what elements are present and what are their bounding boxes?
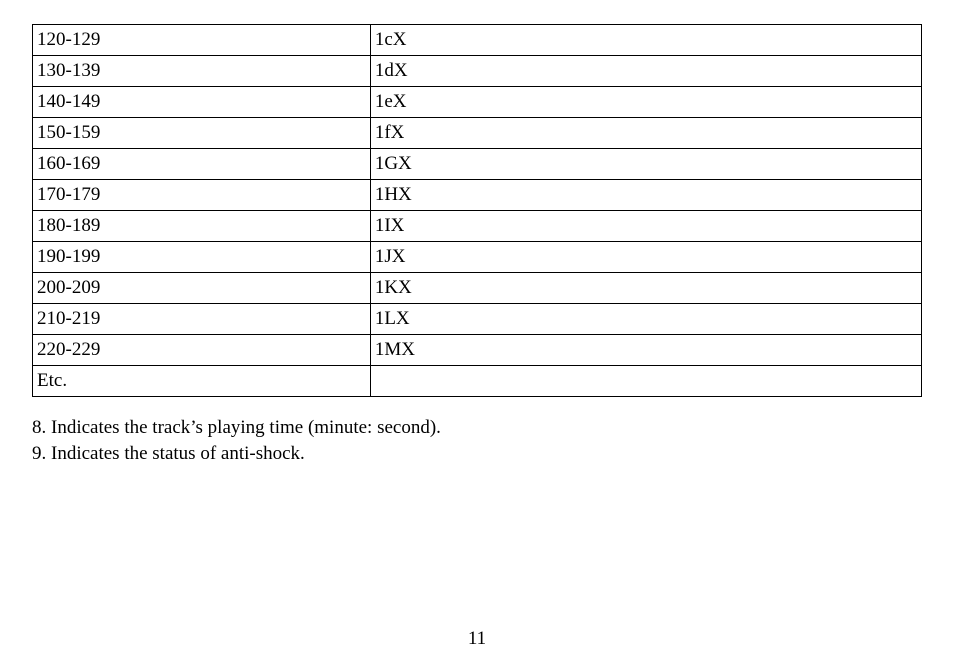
table-row: 150-159 1fX <box>33 118 922 149</box>
code-cell: 1dX <box>370 56 921 87</box>
code-cell: 1fX <box>370 118 921 149</box>
code-cell <box>370 366 921 397</box>
table-row: 180-189 1IX <box>33 211 922 242</box>
table-row: Etc. <box>33 366 922 397</box>
range-cell: 170-179 <box>33 180 371 211</box>
range-cell: 150-159 <box>33 118 371 149</box>
range-cell: Etc. <box>33 366 371 397</box>
table-row: 190-199 1JX <box>33 242 922 273</box>
table-row: 140-149 1eX <box>33 87 922 118</box>
table-row: 160-169 1GX <box>33 149 922 180</box>
note-item-8: 8. Indicates the track’s playing time (m… <box>32 415 922 441</box>
code-cell: 1IX <box>370 211 921 242</box>
range-cell: 140-149 <box>33 87 371 118</box>
table-row: 170-179 1HX <box>33 180 922 211</box>
range-cell: 220-229 <box>33 335 371 366</box>
code-cell: 1LX <box>370 304 921 335</box>
page-number: 11 <box>0 628 954 650</box>
range-cell: 120-129 <box>33 25 371 56</box>
code-cell: 1HX <box>370 180 921 211</box>
table-row: 120-129 1cX <box>33 25 922 56</box>
note-item-9: 9. Indicates the status of anti-shock. <box>32 441 922 467</box>
range-cell: 200-209 <box>33 273 371 304</box>
code-cell: 1GX <box>370 149 921 180</box>
table-row: 210-219 1LX <box>33 304 922 335</box>
code-cell: 1KX <box>370 273 921 304</box>
code-cell: 1cX <box>370 25 921 56</box>
code-cell: 1JX <box>370 242 921 273</box>
table-row: 200-209 1KX <box>33 273 922 304</box>
page-content: 120-129 1cX 130-139 1dX 140-149 1eX 150-… <box>0 0 954 466</box>
range-cell: 210-219 <box>33 304 371 335</box>
notes-section: 8. Indicates the track’s playing time (m… <box>32 415 922 466</box>
table-row: 130-139 1dX <box>33 56 922 87</box>
table-row: 220-229 1MX <box>33 335 922 366</box>
code-cell: 1MX <box>370 335 921 366</box>
range-cell: 130-139 <box>33 56 371 87</box>
range-cell: 190-199 <box>33 242 371 273</box>
code-cell: 1eX <box>370 87 921 118</box>
code-table: 120-129 1cX 130-139 1dX 140-149 1eX 150-… <box>32 24 922 397</box>
range-cell: 160-169 <box>33 149 371 180</box>
code-table-body: 120-129 1cX 130-139 1dX 140-149 1eX 150-… <box>33 25 922 397</box>
range-cell: 180-189 <box>33 211 371 242</box>
